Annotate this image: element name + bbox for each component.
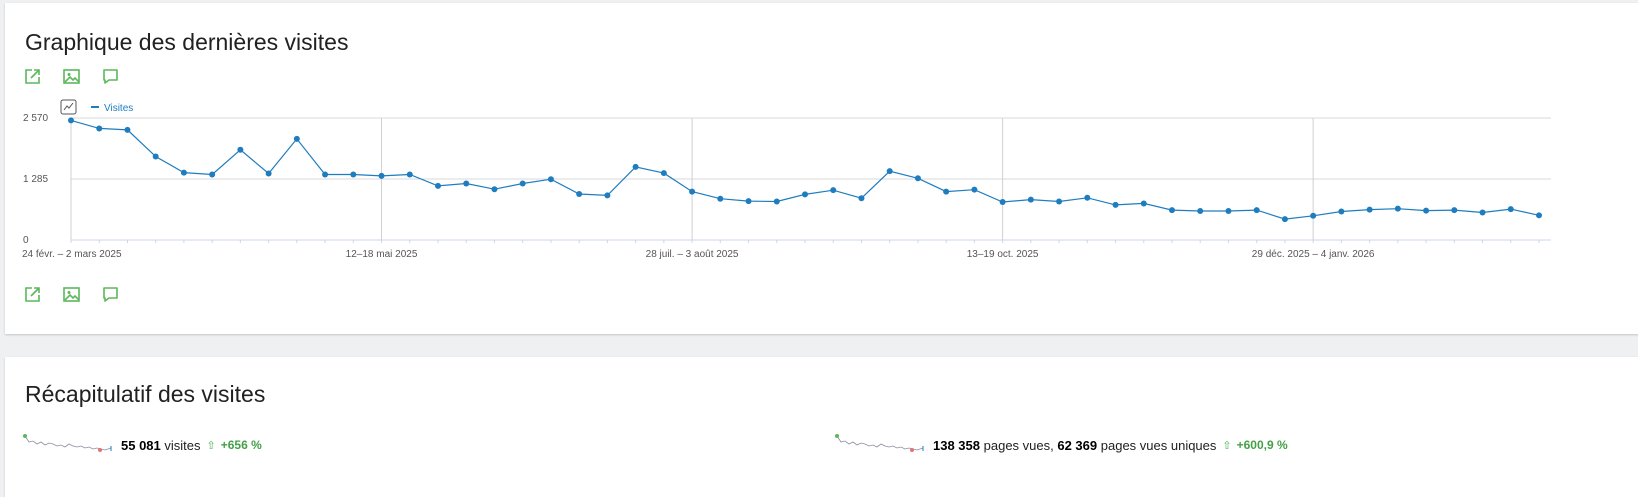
data-point[interactable] [1225, 208, 1232, 215]
data-point[interactable] [660, 170, 667, 177]
y-tick-label: 2 570 [23, 113, 48, 124]
data-point[interactable] [96, 125, 103, 132]
pageviews-change: +600,9 % [1236, 438, 1288, 452]
data-point[interactable] [293, 135, 300, 142]
data-point[interactable] [943, 188, 950, 195]
series-line-visites [70, 119, 1540, 220]
data-point[interactable] [180, 169, 187, 176]
annotation-icon[interactable] [101, 67, 120, 86]
up-arrow-icon: ⇧ [206, 439, 216, 452]
series-picker-icon[interactable] [60, 99, 77, 115]
visits-graph-title: Graphique des dernières visites [25, 29, 349, 55]
data-point[interactable] [237, 146, 244, 153]
x-tick-label: 24 févr. – 2 mars 2025 [22, 249, 122, 260]
data-point[interactable] [124, 126, 131, 133]
x-tick-label: 28 juil. – 3 août 2025 [646, 249, 739, 260]
data-point[interactable] [547, 176, 554, 183]
up-arrow-icon: ⇧ [1222, 439, 1232, 452]
data-point[interactable] [519, 180, 526, 187]
data-point[interactable] [1338, 208, 1345, 215]
summary-title: Récapitulatif des visites [25, 381, 266, 407]
pageviews-sparkline [835, 434, 924, 452]
unique-pageviews-count: 62 369 [1057, 437, 1098, 453]
visits-count: 55 081 [121, 437, 161, 453]
data-point[interactable] [378, 172, 385, 179]
image-icon[interactable] [62, 67, 81, 86]
data-point[interactable] [1536, 212, 1542, 219]
data-point[interactable] [350, 171, 357, 178]
data-point[interactable] [604, 192, 611, 199]
data-point[interactable] [1140, 200, 1147, 207]
data-point[interactable] [1056, 198, 1063, 205]
data-point[interactable] [1281, 216, 1288, 223]
data-point[interactable] [1084, 194, 1091, 201]
x-tick-label: 13–19 oct. 2025 [967, 249, 1039, 260]
data-point[interactable] [68, 117, 74, 124]
data-point[interactable] [689, 188, 696, 195]
x-tick-label: 12–18 mai 2025 [346, 249, 418, 260]
image-icon[interactable] [62, 285, 81, 304]
data-point[interactable] [406, 171, 413, 178]
data-point[interactable] [745, 198, 752, 205]
data-point[interactable] [265, 170, 272, 177]
data-point[interactable] [1507, 206, 1514, 213]
data-point[interactable] [1253, 207, 1260, 214]
x-tick-label: 29 déc. 2025 – 4 janv. 2026 [1252, 249, 1375, 260]
data-point[interactable] [802, 191, 808, 198]
data-point[interactable] [463, 180, 470, 187]
visits-sparkline [23, 434, 112, 452]
pageviews-count: 138 358 [933, 437, 980, 453]
data-point[interactable] [1197, 208, 1204, 215]
visits-label: visites [164, 437, 201, 453]
pageviews-label: pages vues, [983, 437, 1054, 453]
annotation-icon[interactable] [101, 285, 120, 304]
data-point[interactable] [773, 198, 780, 205]
data-point[interactable] [1394, 205, 1401, 212]
export-icon[interactable] [23, 67, 42, 86]
data-point[interactable] [1366, 206, 1373, 213]
data-point[interactable] [858, 195, 865, 202]
visits-graph-card: Graphique des dernières visites Visites … [5, 3, 1638, 334]
data-point[interactable] [1423, 207, 1430, 214]
chart-toolbar-top [23, 67, 120, 86]
y-tick-label: 1 285 [23, 174, 48, 185]
data-point[interactable] [1169, 207, 1175, 214]
unique-pageviews-label: pages vues uniques [1100, 437, 1217, 453]
pageviews-summary-row[interactable]: 138 358 pages vues, 62 369 pages vues un… [835, 432, 1288, 458]
data-point[interactable] [886, 168, 893, 175]
data-point[interactable] [209, 171, 216, 178]
legend-label[interactable]: Visites [104, 103, 133, 114]
data-point[interactable] [717, 195, 724, 202]
data-point[interactable] [152, 153, 159, 160]
data-point[interactable] [491, 186, 498, 193]
visits-change: +656 % [220, 438, 262, 452]
data-point[interactable] [914, 175, 921, 182]
data-point[interactable] [435, 182, 441, 189]
visits-line-chart[interactable]: Visites 0 1 285 2 570 24 févr. – 2 mars 20… [5, 3, 1638, 273]
data-point[interactable] [971, 186, 978, 193]
y-tick-label: 0 [23, 235, 29, 246]
data-point[interactable] [1479, 209, 1486, 216]
data-point[interactable] [322, 171, 329, 178]
data-point[interactable] [632, 163, 639, 170]
visits-summary-card: Récapitulatif des visites 55 081 visites… [5, 357, 1638, 497]
export-icon[interactable] [23, 285, 42, 304]
chart-toolbar-bottom [23, 285, 120, 304]
data-point[interactable] [1027, 196, 1034, 203]
data-point[interactable] [999, 199, 1006, 206]
data-point[interactable] [1451, 207, 1458, 214]
visits-summary-row[interactable]: 55 081 visites ⇧ +656 % [23, 432, 262, 458]
data-point[interactable] [830, 187, 837, 194]
data-point[interactable] [1112, 201, 1119, 208]
data-point[interactable] [576, 190, 583, 197]
data-point[interactable] [1310, 212, 1317, 219]
